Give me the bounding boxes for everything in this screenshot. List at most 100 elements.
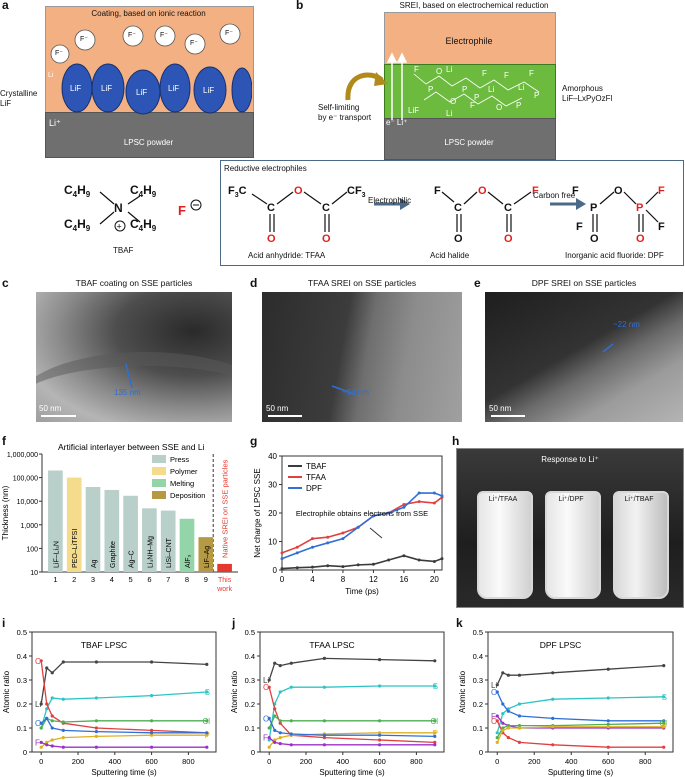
step-carbon-free: Carbon free (533, 191, 576, 200)
electrophiles-box (220, 160, 684, 266)
chart-g-point (371, 562, 375, 566)
step-electrophilic: Electrophilic (368, 196, 412, 205)
chart-g-y-tick-label: 30 (268, 481, 277, 490)
measure-d: ~33 nm (342, 388, 369, 397)
scale-d: 50 nm (266, 404, 289, 413)
chart-i-point (50, 696, 54, 700)
chart-f-y-tick-label: 10 (30, 570, 38, 577)
chart-j-point (273, 707, 277, 711)
chart-i-point (39, 726, 43, 730)
chart-k-point (501, 728, 505, 732)
chart-k-series-label: C (491, 717, 497, 726)
bottle-label-dpf: Li⁺/DPF (558, 496, 584, 503)
chart-j-point (322, 719, 326, 723)
chart-j-point (267, 685, 271, 689)
chart-k-point (506, 724, 510, 728)
chart-f-bar-label: LiF–Li₃N (53, 541, 60, 568)
chart-j-point (378, 684, 382, 688)
chart-i-series-line (40, 741, 207, 748)
chart-j-x-tick-label: 400 (337, 757, 350, 766)
svg-text:Li: Li (446, 65, 452, 74)
chart-k-point (501, 726, 505, 730)
chart-j-point (322, 733, 326, 737)
panel-letter-k: k (456, 616, 463, 630)
powder-label-a: LPSC powder (123, 138, 174, 147)
chart-k-point (606, 745, 610, 749)
chart-j-point (378, 738, 382, 742)
chart-j-y-tick-label: 0 (251, 748, 255, 757)
chart-i-point (150, 731, 154, 735)
bottle-tfaa (477, 491, 533, 599)
panel-h-title: Response to Li⁺ (541, 455, 599, 464)
chart-f-bar (198, 537, 214, 572)
fluoride-6: F⁻ (55, 50, 63, 57)
chart-i-point (205, 719, 209, 723)
chart-g-annotation: Electrophile obtains electrons from SSE (296, 509, 428, 518)
chart-g-point (440, 557, 444, 561)
chart-j-x-tick-label: 200 (300, 757, 313, 766)
svg-text:O: O (614, 185, 623, 197)
chart-g-y-tick-label: 10 (268, 538, 277, 547)
chart-k-point (517, 726, 522, 730)
chart-k-point (662, 695, 666, 699)
svg-text:F3C: F3C (228, 185, 247, 199)
chart-g-point (371, 514, 375, 518)
chart-i-point (205, 745, 209, 749)
chart-g-point (387, 558, 391, 562)
chart-i-point (45, 716, 49, 720)
chart-k-point (506, 726, 510, 730)
tem-image-d: TFAA SREI on SSE particles ~33 nm 50 nm (262, 278, 462, 422)
svg-text:C4H9: C4H9 (130, 217, 157, 233)
chart-i-series-label: S (205, 688, 210, 697)
chart-i-point (50, 738, 54, 742)
chart-j-point (378, 731, 382, 735)
bottle-label-tfaa: Li⁺/TFAA (488, 496, 518, 503)
svg-text:F: F (532, 185, 539, 197)
tem-caption-e: DPF SREI on SSE particles (531, 278, 637, 288)
chart-f-bar (48, 470, 63, 572)
panel-letter-a: a (2, 0, 9, 12)
chart-k-x-tick-label: 600 (602, 757, 615, 766)
chart-k-point (662, 725, 666, 729)
measure-arrow-c (41, 363, 133, 417)
scale-e: 50 nm (489, 404, 512, 413)
chart-g-point (295, 545, 299, 549)
panel-letter-c: c (2, 276, 9, 290)
chart-f-thickness: Artificial interlayer between SSE and Li… (1, 442, 238, 593)
chart-k-point (551, 697, 555, 701)
svg-text:Li: Li (446, 109, 452, 118)
chart-f-x-tick-label: 7 (166, 575, 170, 584)
chart-f-bar (160, 510, 176, 572)
chart-j-y-tick-label: 0.1 (245, 724, 255, 733)
chart-f-bar-label: PEO–LiTFSI (72, 529, 79, 568)
chart-j-point (322, 736, 326, 740)
chart-k-series-label: P (662, 723, 667, 732)
chart-f-x-tick-label: 5 (129, 575, 133, 584)
crystalline-line2: LiF (0, 99, 12, 108)
chart-g-point (440, 494, 444, 498)
chart-k-series-line (496, 664, 664, 686)
chart-j-point (433, 743, 437, 747)
chart-g-y-label: Net charge of LPSC SSE (253, 468, 262, 557)
chart-k-point (495, 714, 499, 718)
svg-text:C: C (267, 202, 275, 214)
bottle-label-tbaf: Li⁺/TBAF (624, 496, 654, 503)
electrophile-label: Electrophile (445, 36, 493, 46)
chart-j-point (322, 656, 326, 660)
chart-i-point (39, 721, 43, 725)
chart-i-point (45, 707, 49, 711)
chart-f-bar-label: LiF–Ag (204, 546, 211, 568)
electrophiles-title: Reductive electrophiles (224, 164, 307, 173)
chart-j-point (289, 719, 293, 723)
crystalline-line1: Crystalline (0, 89, 38, 98)
fluoride-3: F⁻ (160, 32, 168, 39)
chart-i-series-label: F (35, 738, 40, 747)
chart-f-bar-label: Ag (91, 559, 98, 568)
lif-2: LiF (101, 84, 113, 93)
measure-c: 135 nm (114, 388, 141, 397)
chart-k-point (495, 683, 499, 687)
chart-j-series-line (268, 714, 435, 729)
chart-i-point (94, 719, 98, 723)
chart-i-point (94, 734, 98, 738)
svg-text:Li: Li (518, 83, 524, 92)
